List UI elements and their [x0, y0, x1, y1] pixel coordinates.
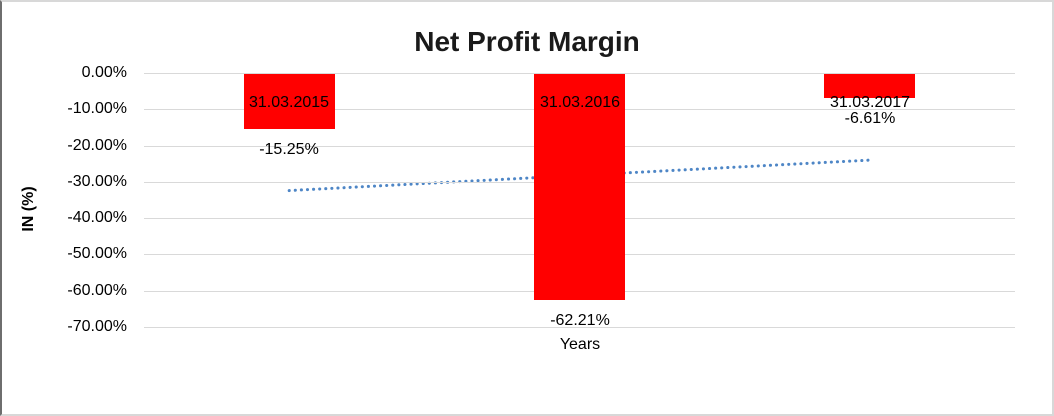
- chart-title: Net Profit Margin: [414, 26, 640, 57]
- bar-31.03.2017: [824, 74, 915, 98]
- y-tick-label: 0.00%: [81, 64, 127, 81]
- bar-31.03.2015: [244, 74, 335, 129]
- category-label: 31.03.2016: [539, 94, 621, 111]
- value-label: -62.21%: [550, 312, 610, 329]
- y-tick-label: -20.00%: [67, 137, 127, 154]
- value-label: -15.25%: [259, 141, 319, 158]
- y-tick-label: -50.00%: [67, 245, 127, 262]
- y-tick-label: -70.00%: [67, 318, 127, 335]
- x-axis-title: Years: [559, 336, 601, 353]
- value-label: -6.61%: [844, 110, 896, 127]
- gridline: [144, 327, 1015, 328]
- y-tick-label: -30.00%: [67, 173, 127, 190]
- category-label: 31.03.2017: [829, 94, 911, 111]
- y-tick-label: -10.00%: [67, 100, 127, 117]
- gridline: [144, 73, 1015, 74]
- bar-31.03.2016: [534, 74, 625, 300]
- y-tick-label: -60.00%: [67, 282, 127, 299]
- category-label: 31.03.2015: [248, 94, 330, 111]
- y-tick-label: -40.00%: [67, 209, 127, 226]
